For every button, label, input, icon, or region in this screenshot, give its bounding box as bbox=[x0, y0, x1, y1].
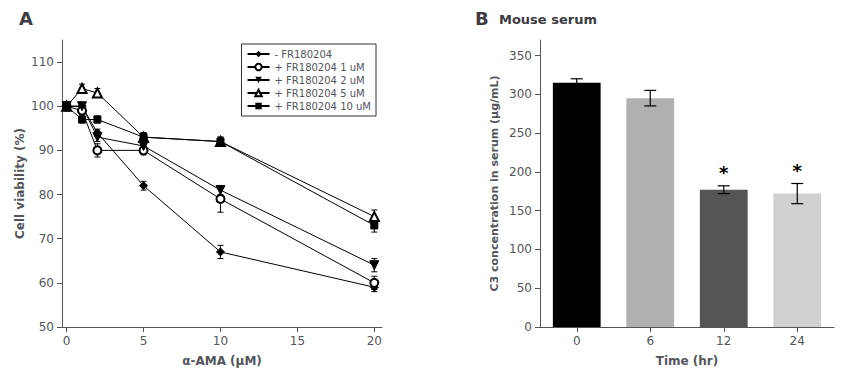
svg-text:*: * bbox=[719, 162, 729, 183]
svg-text:10: 10 bbox=[213, 334, 228, 348]
svg-text:12: 12 bbox=[716, 334, 731, 348]
svg-text:+ FR180204 2 uM: + FR180204 2 uM bbox=[275, 75, 365, 86]
svg-text:100: 100 bbox=[31, 99, 54, 113]
svg-text:100: 100 bbox=[509, 242, 532, 256]
svg-text:Cell viability (%): Cell viability (%) bbox=[13, 128, 27, 239]
svg-text:- FR180204: - FR180204 bbox=[275, 49, 333, 60]
svg-text:0: 0 bbox=[63, 334, 71, 348]
svg-text:0: 0 bbox=[573, 334, 581, 348]
svg-text:200: 200 bbox=[509, 165, 532, 179]
svg-text:6: 6 bbox=[646, 334, 654, 348]
svg-text:5: 5 bbox=[140, 334, 148, 348]
svg-text:C3 concentration in serum (μg/: C3 concentration in serum (μg/mL) bbox=[488, 75, 501, 291]
svg-text:24: 24 bbox=[790, 334, 805, 348]
svg-text:90: 90 bbox=[39, 143, 54, 157]
svg-text:150: 150 bbox=[509, 204, 532, 218]
svg-text:50: 50 bbox=[39, 320, 54, 334]
svg-text:300: 300 bbox=[509, 87, 532, 101]
svg-text:80: 80 bbox=[39, 188, 54, 202]
svg-text:250: 250 bbox=[509, 126, 532, 140]
svg-text:70: 70 bbox=[39, 232, 54, 246]
svg-text:+ FR180204 10 uM: + FR180204 10 uM bbox=[275, 101, 371, 112]
svg-text:B: B bbox=[475, 8, 489, 29]
svg-text:*: * bbox=[793, 160, 803, 181]
svg-text:50: 50 bbox=[517, 281, 532, 295]
svg-text:20: 20 bbox=[367, 334, 382, 348]
svg-text:0: 0 bbox=[524, 320, 532, 334]
svg-text:A: A bbox=[19, 8, 33, 29]
svg-text:60: 60 bbox=[39, 276, 54, 290]
svg-text:Mouse serum: Mouse serum bbox=[499, 12, 597, 27]
svg-text:+ FR180204 5 uM: + FR180204 5 uM bbox=[275, 88, 365, 99]
svg-text:110: 110 bbox=[31, 55, 54, 69]
svg-text:350: 350 bbox=[509, 49, 532, 63]
svg-text:15: 15 bbox=[290, 334, 305, 348]
svg-text:Time (hr): Time (hr) bbox=[656, 354, 719, 368]
svg-text:+ FR180204 1 uM: + FR180204 1 uM bbox=[275, 62, 365, 73]
svg-text:α-AMA (μM): α-AMA (μM) bbox=[182, 354, 262, 368]
